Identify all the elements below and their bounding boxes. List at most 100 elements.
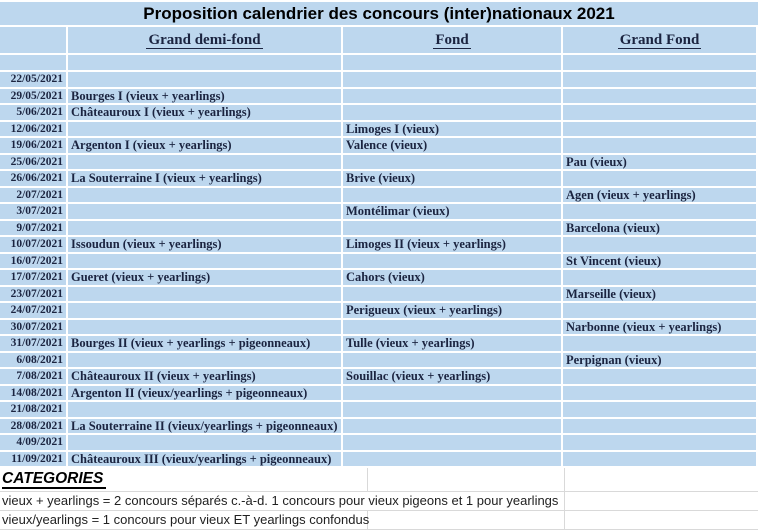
fond-cell[interactable]: Valence (vieux) <box>343 138 563 155</box>
fond-cell[interactable]: Limoges I (vieux) <box>343 121 563 138</box>
grand-fond-cell[interactable]: Agen (vieux + yearlings) <box>563 187 758 204</box>
demi-fond-cell[interactable]: Bourges II (vieux + yearlings + pigeonne… <box>68 336 343 353</box>
header-cell-grand-fond[interactable]: Grand Fond <box>563 27 758 55</box>
date-cell[interactable]: 5/06/2021 <box>0 105 68 122</box>
grand-fond-cell[interactable] <box>563 72 758 89</box>
date-cell[interactable]: 11/09/2021 <box>0 451 68 468</box>
date-cell[interactable]: 25/06/2021 <box>0 154 68 171</box>
date-cell[interactable]: 14/08/2021 <box>0 385 68 402</box>
fond-cell[interactable] <box>343 286 563 303</box>
date-cell[interactable]: 7/08/2021 <box>0 369 68 386</box>
grand-fond-cell[interactable] <box>563 88 758 105</box>
grand-fond-cell[interactable] <box>563 138 758 155</box>
fond-cell[interactable]: Montélimar (vieux) <box>343 204 563 221</box>
date-cell[interactable]: 22/05/2021 <box>0 72 68 89</box>
date-cell[interactable]: 31/07/2021 <box>0 336 68 353</box>
header-cell-grand-demi-fond[interactable]: Grand demi-fond <box>68 27 343 55</box>
empty-cell[interactable] <box>368 511 565 529</box>
category-note-cell[interactable]: vieux + yearlings = 2 concours séparés c… <box>0 492 558 510</box>
date-cell[interactable]: 24/07/2021 <box>0 303 68 320</box>
fond-cell[interactable] <box>343 88 563 105</box>
empty-cell[interactable] <box>565 492 758 510</box>
date-cell[interactable]: 21/08/2021 <box>0 402 68 419</box>
demi-fond-cell[interactable]: Gueret (vieux + yearlings) <box>68 270 343 287</box>
fond-cell[interactable]: Perigueux (vieux + yearlings) <box>343 303 563 320</box>
demi-fond-cell[interactable]: Argenton I (vieux + yearlings) <box>68 138 343 155</box>
categories-heading-cell[interactable]: CATEGORIES <box>0 468 368 491</box>
header-cell-fond[interactable]: Fond <box>343 27 563 55</box>
grand-fond-cell[interactable]: Marseille (vieux) <box>563 286 758 303</box>
fond-cell[interactable]: Cahors (vieux) <box>343 270 563 287</box>
empty-cell[interactable] <box>565 468 758 491</box>
demi-fond-cell[interactable]: La Souterraine II (vieux/yearlings + pig… <box>68 418 343 435</box>
fond-cell[interactable] <box>343 435 563 452</box>
fond-cell[interactable] <box>343 352 563 369</box>
page-title[interactable]: Proposition calendrier des concours (int… <box>143 4 615 23</box>
demi-fond-cell[interactable]: Châteauroux III (vieux/yearlings + pigeo… <box>68 451 343 468</box>
grand-fond-cell[interactable] <box>563 435 758 452</box>
demi-fond-cell[interactable]: Bourges I (vieux + yearlings) <box>68 88 343 105</box>
grand-fond-cell[interactable] <box>563 336 758 353</box>
demi-fond-cell[interactable] <box>68 204 343 221</box>
date-cell[interactable]: 29/05/2021 <box>0 88 68 105</box>
date-cell[interactable]: 2/07/2021 <box>0 187 68 204</box>
fond-cell[interactable] <box>343 154 563 171</box>
grand-fond-cell[interactable]: Pau (vieux) <box>563 154 758 171</box>
grand-fond-cell[interactable] <box>563 369 758 386</box>
fond-cell[interactable] <box>343 402 563 419</box>
demi-fond-cell[interactable]: Argenton II (vieux/yearlings + pigeonnea… <box>68 385 343 402</box>
grand-fond-cell[interactable] <box>563 171 758 188</box>
demi-fond-cell[interactable]: Châteauroux I (vieux + yearlings) <box>68 105 343 122</box>
grand-fond-cell[interactable] <box>563 451 758 468</box>
grand-fond-cell[interactable] <box>563 303 758 320</box>
fond-cell[interactable]: Souillac (vieux + yearlings) <box>343 369 563 386</box>
demi-fond-cell[interactable] <box>68 187 343 204</box>
date-cell[interactable]: 23/07/2021 <box>0 286 68 303</box>
fond-cell[interactable] <box>343 187 563 204</box>
fond-cell[interactable]: Tulle (vieux + yearlings) <box>343 336 563 353</box>
demi-fond-cell[interactable]: Issoudun (vieux + yearlings) <box>68 237 343 254</box>
fond-cell[interactable]: Brive (vieux) <box>343 171 563 188</box>
date-cell[interactable]: 10/07/2021 <box>0 237 68 254</box>
fond-cell[interactable] <box>343 319 563 336</box>
date-cell[interactable]: 26/06/2021 <box>0 171 68 188</box>
grand-fond-cell[interactable] <box>563 204 758 221</box>
date-cell[interactable]: 6/08/2021 <box>0 352 68 369</box>
date-cell[interactable]: 28/08/2021 <box>0 418 68 435</box>
date-cell[interactable]: 19/06/2021 <box>0 138 68 155</box>
demi-fond-cell[interactable] <box>68 303 343 320</box>
empty-cell[interactable] <box>563 55 758 72</box>
date-cell[interactable]: 3/07/2021 <box>0 204 68 221</box>
demi-fond-cell[interactable] <box>68 402 343 419</box>
grand-fond-cell[interactable] <box>563 121 758 138</box>
demi-fond-cell[interactable] <box>68 154 343 171</box>
fond-cell[interactable]: Limoges II (vieux + yearlings) <box>343 237 563 254</box>
fond-cell[interactable] <box>343 451 563 468</box>
demi-fond-cell[interactable] <box>68 72 343 89</box>
date-cell[interactable]: 17/07/2021 <box>0 270 68 287</box>
demi-fond-cell[interactable]: Châteauroux II (vieux + yearlings) <box>68 369 343 386</box>
empty-cell[interactable] <box>343 55 563 72</box>
date-cell[interactable]: 9/07/2021 <box>0 220 68 237</box>
date-cell[interactable]: 30/07/2021 <box>0 319 68 336</box>
fond-cell[interactable] <box>343 72 563 89</box>
demi-fond-cell[interactable] <box>68 220 343 237</box>
demi-fond-cell[interactable] <box>68 319 343 336</box>
demi-fond-cell[interactable] <box>68 121 343 138</box>
demi-fond-cell[interactable] <box>68 435 343 452</box>
date-cell[interactable]: 12/06/2021 <box>0 121 68 138</box>
demi-fond-cell[interactable] <box>68 253 343 270</box>
fond-cell[interactable] <box>343 385 563 402</box>
fond-cell[interactable] <box>343 105 563 122</box>
grand-fond-cell[interactable] <box>563 385 758 402</box>
fond-cell[interactable] <box>343 418 563 435</box>
grand-fond-cell[interactable] <box>563 237 758 254</box>
grand-fond-cell[interactable] <box>563 402 758 419</box>
grand-fond-cell[interactable]: Perpignan (vieux) <box>563 352 758 369</box>
date-cell[interactable]: 4/09/2021 <box>0 435 68 452</box>
grand-fond-cell[interactable]: St Vincent (vieux) <box>563 253 758 270</box>
header-date-cell[interactable] <box>0 27 68 55</box>
fond-cell[interactable] <box>343 253 563 270</box>
empty-cell[interactable] <box>565 511 758 529</box>
fond-cell[interactable] <box>343 220 563 237</box>
